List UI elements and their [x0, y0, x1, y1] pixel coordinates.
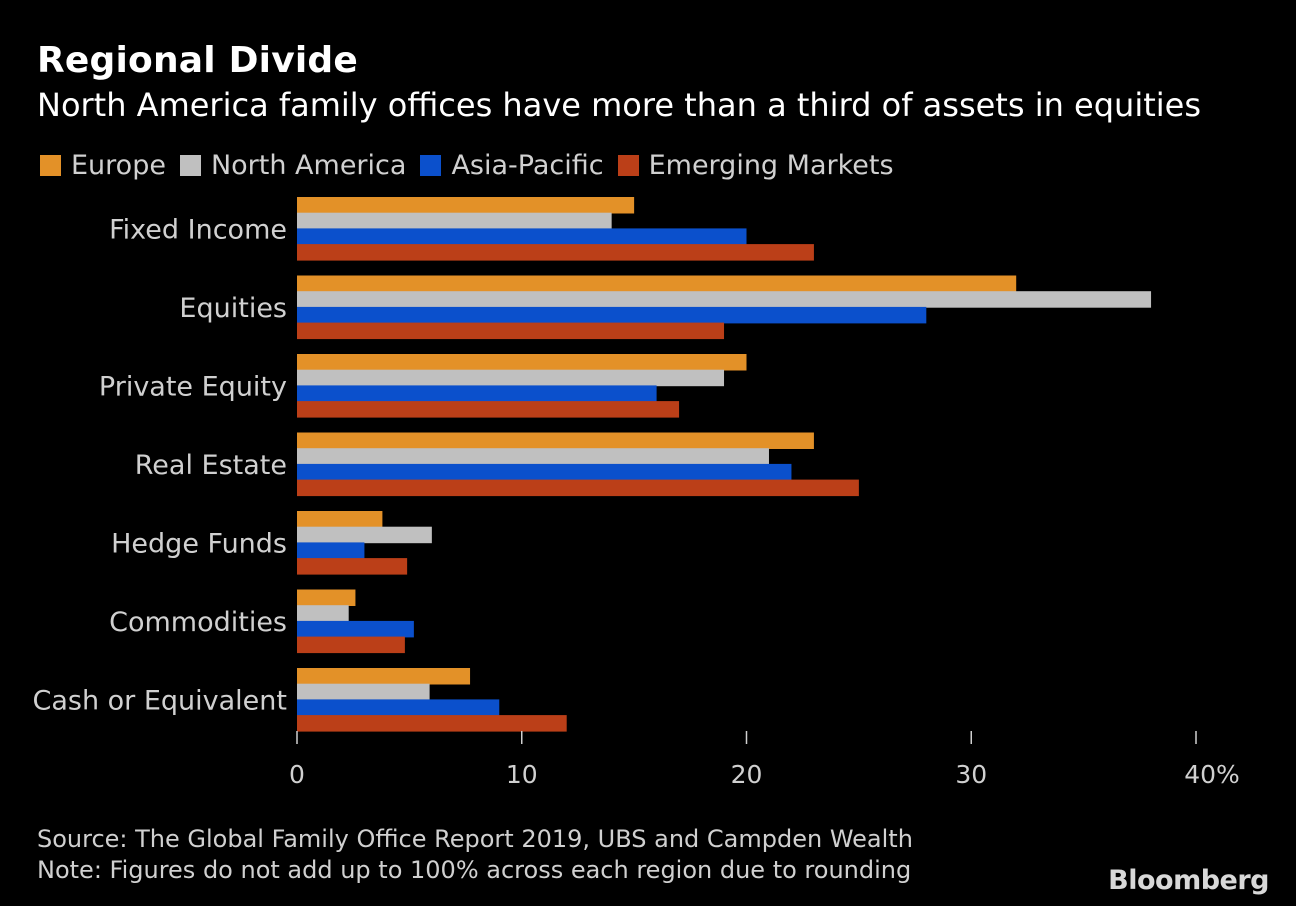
- chart-subtitle: North America family offices have more t…: [37, 86, 1201, 124]
- legend-label-emerging-markets: Emerging Markets: [648, 150, 894, 181]
- x-tick-label-20: 20: [731, 760, 763, 789]
- x-tick-label-0: 0: [289, 760, 305, 789]
- bar-hedge-funds-asia-pacific: [297, 542, 365, 559]
- bar-hedge-funds-europe: [297, 511, 383, 528]
- legend-swatch-emerging-markets: [617, 155, 639, 176]
- bar-equities-emerging-markets: [297, 322, 725, 340]
- footnotes: Source: The Global Family Office Report …: [37, 824, 913, 886]
- bloomberg-logo: Bloomberg: [1108, 865, 1269, 896]
- bar-commodities-europe: [297, 589, 356, 606]
- bar-private-equity-asia-pacific: [297, 385, 657, 402]
- legend-label-north-america: North America: [210, 150, 407, 181]
- bar-cash-or-equivalent-emerging-markets: [297, 715, 567, 732]
- bar-private-equity-emerging-markets: [297, 401, 680, 418]
- legend-item-emerging-markets: Emerging Markets: [617, 150, 894, 181]
- x-tick-label-10: 10: [506, 760, 538, 789]
- category-label-hedge-funds: Hedge Funds: [111, 528, 287, 559]
- legend: Europe North America Asia-Pacific Emergi…: [40, 150, 908, 181]
- note-text: Note: Figures do not add up to 100% acro…: [37, 856, 912, 884]
- legend-swatch-europe: [40, 155, 61, 176]
- bar-real-estate-europe: [297, 432, 814, 449]
- bar-real-estate-emerging-markets: [297, 479, 859, 497]
- bar-real-estate-asia-pacific: [297, 463, 792, 481]
- legend-swatch-north-america: [179, 155, 201, 176]
- bar-equities-asia-pacific: [297, 306, 927, 324]
- category-label-real-estate: Real Estate: [135, 450, 287, 481]
- bar-commodities-emerging-markets: [297, 636, 405, 654]
- bar-private-equity-europe: [297, 354, 747, 371]
- x-tick-label-30: 30: [955, 760, 987, 789]
- category-label-private-equity: Private Equity: [99, 371, 287, 402]
- source-text: Source: The Global Family Office Report …: [37, 825, 913, 853]
- chart-title: Regional Divide: [37, 40, 358, 81]
- bar-hedge-funds-emerging-markets: [297, 558, 408, 575]
- bar-fixed-income-north-america: [297, 212, 612, 230]
- x-tick-label-40: 40%: [1184, 760, 1240, 789]
- bar-fixed-income-asia-pacific: [297, 228, 747, 245]
- bar-equities-north-america: [297, 291, 1152, 308]
- category-label-equities: Equities: [179, 293, 287, 324]
- bar-equities-europe: [297, 275, 1017, 292]
- legend-item-europe: Europe: [40, 150, 166, 181]
- bar-commodities-asia-pacific: [297, 620, 414, 638]
- bar-fixed-income-emerging-markets: [297, 244, 814, 261]
- legend-label-europe: Europe: [71, 150, 166, 181]
- bar-cash-or-equivalent-europe: [297, 668, 471, 685]
- bar-real-estate-north-america: [297, 448, 769, 465]
- bar-cash-or-equivalent-asia-pacific: [297, 699, 500, 716]
- category-label-commodities: Commodities: [109, 607, 287, 638]
- bar-cash-or-equivalent-north-america: [297, 683, 430, 701]
- bar-commodities-north-america: [297, 605, 349, 622]
- legend-swatch-asia-pacific: [420, 155, 442, 176]
- legend-item-asia-pacific: Asia-Pacific: [420, 150, 604, 181]
- bar-private-equity-north-america: [297, 369, 725, 387]
- legend-label-asia-pacific: Asia-Pacific: [451, 150, 604, 181]
- category-label-cash-or-equivalent: Cash or Equivalent: [32, 685, 287, 716]
- bar-hedge-funds-north-america: [297, 526, 432, 544]
- legend-item-north-america: North America: [179, 150, 407, 181]
- category-label-fixed-income: Fixed Income: [109, 214, 287, 245]
- bar-fixed-income-europe: [297, 197, 635, 214]
